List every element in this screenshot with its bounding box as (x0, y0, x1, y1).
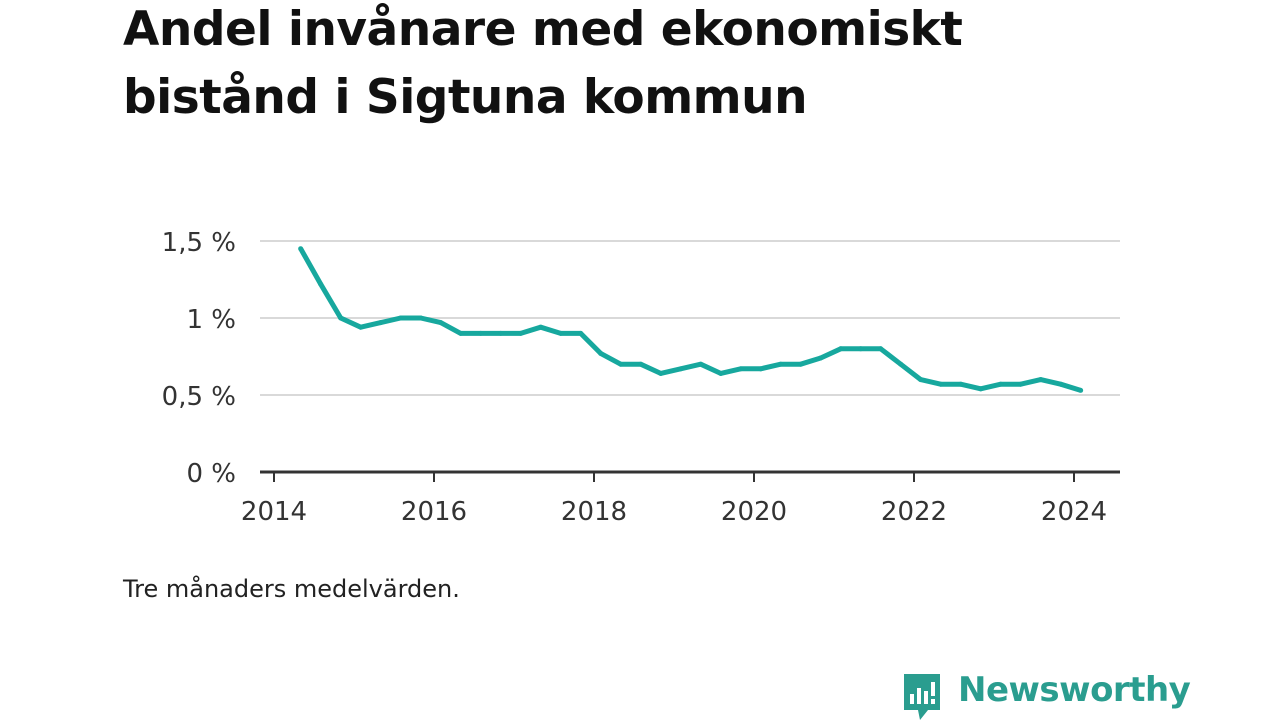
data-point (538, 324, 544, 330)
data-point (1018, 381, 1024, 387)
data-point (678, 366, 684, 372)
data-point (978, 386, 984, 392)
data-point (318, 281, 324, 287)
x-tick-label: 2022 (881, 497, 947, 527)
data-point (818, 355, 824, 361)
data-point (658, 370, 664, 376)
data-point (758, 366, 764, 372)
y-axis-ticks: 0 % 0,5 % 1 % 1,5 % (162, 228, 236, 489)
data-point (518, 330, 524, 336)
y-tick-label: 0 % (186, 459, 236, 489)
brand-name: Newsworthy (958, 670, 1191, 710)
data-point (618, 361, 624, 367)
data-point (738, 366, 744, 372)
data-point (958, 381, 964, 387)
data-point (858, 346, 864, 352)
data-point (578, 330, 584, 336)
series (298, 246, 1084, 393)
gridlines (260, 240, 1120, 396)
chart-note: Tre månaders medelvärden. (123, 575, 460, 603)
data-point (338, 315, 344, 321)
data-point (778, 361, 784, 367)
data-point (458, 330, 464, 336)
data-point (378, 320, 384, 326)
newsworthy-logo-icon (904, 674, 940, 720)
y-tick-label: 1,5 % (162, 228, 236, 258)
data-point (1078, 387, 1084, 393)
series-line (298, 247, 1082, 393)
data-point (638, 361, 644, 367)
x-tick-label: 2016 (401, 497, 467, 527)
data-point (1058, 381, 1064, 387)
data-point (998, 381, 1004, 387)
data-point (558, 330, 564, 336)
data-point (418, 315, 424, 321)
data-point (498, 330, 504, 336)
data-point (938, 381, 944, 387)
data-point (918, 377, 924, 383)
data-point (598, 350, 604, 356)
data-point (438, 320, 444, 326)
data-point (878, 346, 884, 352)
data-point (838, 346, 844, 352)
data-point (1038, 377, 1044, 383)
data-point (478, 330, 484, 336)
data-point (398, 315, 404, 321)
x-tick-label: 2018 (561, 497, 627, 527)
data-point (718, 370, 724, 376)
chart-title: Andel invånare med ekonomiskt bistånd i … (123, 2, 963, 125)
y-tick-label: 1 % (186, 305, 236, 335)
y-tick-label: 0,5 % (162, 382, 236, 412)
data-point (698, 361, 704, 367)
data-point (798, 361, 804, 367)
data-point (358, 324, 364, 330)
x-tick-label: 2020 (721, 497, 787, 527)
x-axis: 2014 2016 2018 2020 2022 2024 (241, 470, 1120, 527)
x-tick-label: 2014 (241, 497, 307, 527)
x-tick-label: 2024 (1041, 497, 1107, 527)
data-point (898, 361, 904, 367)
data-point (298, 246, 304, 252)
